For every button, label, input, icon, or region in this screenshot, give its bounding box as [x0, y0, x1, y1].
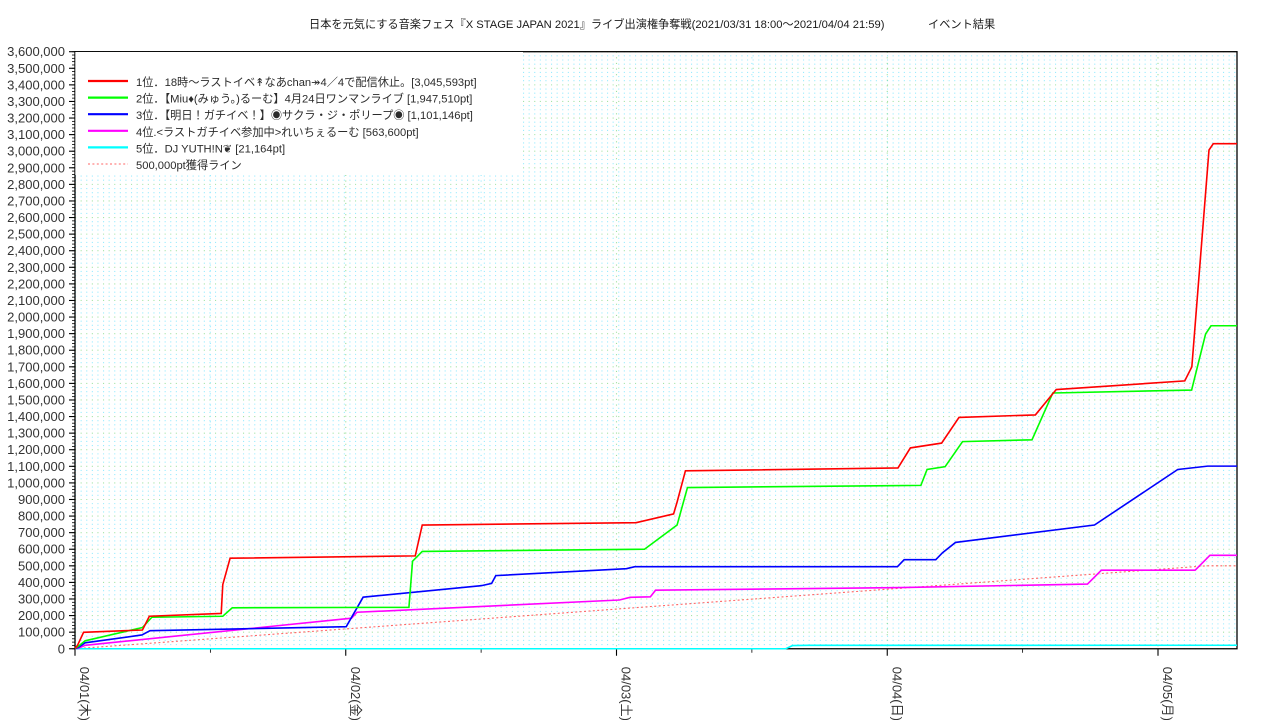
svg-text:3,300,000: 3,300,000	[7, 94, 65, 109]
svg-text:500,000: 500,000	[18, 558, 65, 573]
svg-text:04/01(木): 04/01(木)	[77, 667, 92, 720]
svg-text:日本を元気にする音楽フェス『X STAGE JAPAN 20: 日本を元気にする音楽フェス『X STAGE JAPAN 2021』ライブ出演権争…	[309, 17, 885, 31]
svg-text:700,000: 700,000	[18, 525, 65, 540]
svg-text:1,400,000: 1,400,000	[7, 409, 65, 424]
svg-text:800,000: 800,000	[18, 509, 65, 524]
svg-text:1位．18時〜ラストイベ↟なあchan↠4／4で配信休止。[: 1位．18時〜ラストイベ↟なあchan↠4／4で配信休止。[3,045,593p…	[136, 75, 477, 89]
svg-text:3,200,000: 3,200,000	[7, 111, 65, 126]
svg-text:2,100,000: 2,100,000	[7, 293, 65, 308]
svg-text:100,000: 100,000	[18, 625, 65, 640]
svg-text:600,000: 600,000	[18, 542, 65, 557]
svg-text:04/05(月): 04/05(月)	[1160, 667, 1175, 720]
svg-text:3,400,000: 3,400,000	[7, 77, 65, 92]
svg-text:イベント結果: イベント結果	[928, 18, 995, 31]
svg-text:5位．DJ YUTH!N❦ [21,164pt]: 5位．DJ YUTH!N❦ [21,164pt]	[136, 142, 285, 155]
svg-text:04/03(土): 04/03(土)	[619, 667, 634, 720]
svg-text:2位．【Miu♦(みゅう。)るーむ】4月24日ワンマンライブ: 2位．【Miu♦(みゅう。)るーむ】4月24日ワンマンライブ [1,947,51…	[136, 92, 472, 106]
svg-text:1,300,000: 1,300,000	[7, 426, 65, 441]
svg-text:2,600,000: 2,600,000	[7, 210, 65, 225]
svg-text:2,200,000: 2,200,000	[7, 276, 65, 291]
svg-text:1,100,000: 1,100,000	[7, 459, 65, 474]
svg-text:300,000: 300,000	[18, 592, 65, 607]
svg-text:3,100,000: 3,100,000	[7, 127, 65, 142]
svg-text:0: 0	[58, 641, 65, 656]
svg-text:2,300,000: 2,300,000	[7, 260, 65, 275]
svg-text:1,600,000: 1,600,000	[7, 376, 65, 391]
svg-text:4位.<ラストガチイベ参加中>れいちぇるーむ [563,60: 4位.<ラストガチイベ参加中>れいちぇるーむ [563,600pt]	[136, 126, 419, 139]
svg-text:1,000,000: 1,000,000	[7, 475, 65, 490]
svg-text:2,900,000: 2,900,000	[7, 160, 65, 175]
svg-text:3,600,000: 3,600,000	[7, 44, 65, 59]
svg-text:3,500,000: 3,500,000	[7, 61, 65, 76]
svg-text:500,000pt獲得ライン: 500,000pt獲得ライン	[136, 158, 242, 172]
svg-text:1,200,000: 1,200,000	[7, 442, 65, 457]
svg-text:200,000: 200,000	[18, 608, 65, 623]
svg-text:400,000: 400,000	[18, 575, 65, 590]
svg-text:04/04(日): 04/04(日)	[889, 667, 904, 720]
svg-text:2,700,000: 2,700,000	[7, 193, 65, 208]
svg-text:3,000,000: 3,000,000	[7, 144, 65, 159]
svg-text:2,500,000: 2,500,000	[7, 227, 65, 242]
svg-text:1,900,000: 1,900,000	[7, 326, 65, 341]
svg-text:900,000: 900,000	[18, 492, 65, 507]
svg-text:2,800,000: 2,800,000	[7, 177, 65, 192]
svg-text:1,700,000: 1,700,000	[7, 359, 65, 374]
svg-text:3位．【明日！ガチイベ！】◉サクラ・ジ・ポリープ◉ [1,1: 3位．【明日！ガチイベ！】◉サクラ・ジ・ポリープ◉ [1,101,146pt]	[136, 109, 473, 122]
svg-text:1,500,000: 1,500,000	[7, 392, 65, 407]
svg-text:2,000,000: 2,000,000	[7, 310, 65, 325]
svg-text:2,400,000: 2,400,000	[7, 243, 65, 258]
svg-text:1,800,000: 1,800,000	[7, 343, 65, 358]
svg-text:04/02(金): 04/02(金)	[348, 667, 363, 720]
